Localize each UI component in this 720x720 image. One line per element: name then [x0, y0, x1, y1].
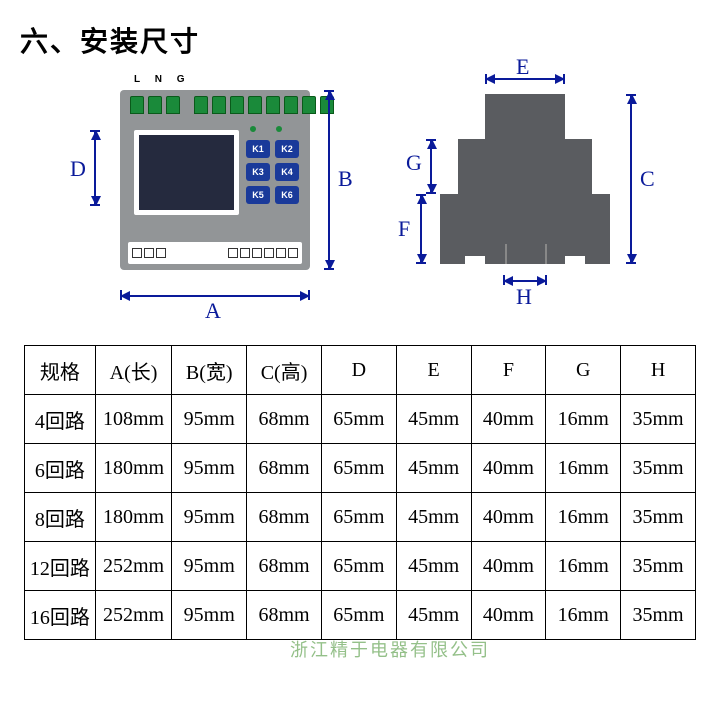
table-cell: 45mm: [396, 591, 471, 640]
table-cell: 68mm: [247, 395, 322, 444]
table-cell: 108mm: [95, 395, 172, 444]
table-cell: 45mm: [396, 444, 471, 493]
terminal-row: [130, 96, 334, 114]
table-cell: 68mm: [247, 444, 322, 493]
dim-h-label: H: [516, 284, 532, 310]
table-header: 规格: [25, 346, 96, 395]
table-cell: 65mm: [321, 542, 396, 591]
dim-a-label: A: [205, 298, 221, 324]
table-header: C(高): [247, 346, 322, 395]
table-cell: 180mm: [95, 493, 172, 542]
key-k4: K4: [275, 163, 299, 181]
table-cell: 35mm: [621, 493, 696, 542]
table-cell: 35mm: [621, 591, 696, 640]
table-cell: 8回路: [25, 493, 96, 542]
table-cell: 45mm: [396, 395, 471, 444]
key-k5: K5: [246, 186, 270, 204]
table-cell: 40mm: [471, 591, 546, 640]
table-cell: 40mm: [471, 542, 546, 591]
table-row: 16回路252mm95mm68mm65mm45mm40mm16mm35mm: [25, 591, 696, 640]
table-cell: 95mm: [172, 591, 247, 640]
key-k2: K2: [275, 140, 299, 158]
table-cell: 68mm: [247, 542, 322, 591]
table-cell: 65mm: [321, 395, 396, 444]
table-cell: 45mm: [396, 493, 471, 542]
table-row: 12回路252mm95mm68mm65mm45mm40mm16mm35mm: [25, 542, 696, 591]
bottom-terminal-strip: [128, 242, 302, 264]
table-header: G: [546, 346, 621, 395]
table-row: 4回路108mm95mm68mm65mm45mm40mm16mm35mm: [25, 395, 696, 444]
table-cell: 180mm: [95, 444, 172, 493]
table-cell: 95mm: [172, 493, 247, 542]
dim-g-label: G: [406, 150, 422, 176]
table-cell: 35mm: [621, 542, 696, 591]
table-cell: 252mm: [95, 591, 172, 640]
dim-f-line: [420, 194, 422, 264]
table-cell: 95mm: [172, 444, 247, 493]
table-cell: 35mm: [621, 444, 696, 493]
key-k6: K6: [275, 186, 299, 204]
dim-c-label: C: [640, 166, 655, 192]
dim-h-line: [503, 280, 547, 282]
keypad: K1 K2 K3 K4 K5 K6: [246, 140, 299, 204]
table-header: D: [321, 346, 396, 395]
table-cell: 45mm: [396, 542, 471, 591]
key-k3: K3: [246, 163, 270, 181]
table-cell: 65mm: [321, 493, 396, 542]
dim-a-line: [120, 295, 310, 297]
table-cell: 6回路: [25, 444, 96, 493]
dim-d-label: D: [70, 156, 86, 182]
table-cell: 65mm: [321, 591, 396, 640]
table-header: E: [396, 346, 471, 395]
led-icon: [250, 126, 256, 132]
table-cell: 16mm: [546, 395, 621, 444]
dim-c-line: [630, 94, 632, 264]
side-body: [440, 94, 610, 264]
table-header: A(长): [95, 346, 172, 395]
table-cell: 16mm: [546, 444, 621, 493]
dim-b-line: [328, 90, 330, 270]
dim-b-label: B: [338, 166, 353, 192]
dim-g-line: [430, 139, 432, 194]
table-cell: 16mm: [546, 542, 621, 591]
table-cell: 95mm: [172, 542, 247, 591]
section-title: 六、安装尺寸: [20, 20, 700, 60]
table-row: 8回路180mm95mm68mm65mm45mm40mm16mm35mm: [25, 493, 696, 542]
watermark: 浙江精于电器有限公司: [290, 636, 490, 662]
table-cell: 68mm: [247, 591, 322, 640]
lng-label: L N G: [134, 74, 190, 85]
table-cell: 16mm: [546, 591, 621, 640]
side-view: E C G F H: [390, 70, 670, 320]
lcd-screen: [134, 130, 239, 215]
table-cell: 16回路: [25, 591, 96, 640]
table-cell: 35mm: [621, 395, 696, 444]
table-cell: 12回路: [25, 542, 96, 591]
table-cell: 40mm: [471, 493, 546, 542]
table-header: F: [471, 346, 546, 395]
led-icon: [276, 126, 282, 132]
led-row: [250, 126, 282, 132]
table-cell: 16mm: [546, 493, 621, 542]
table-cell: 65mm: [321, 444, 396, 493]
front-view: L N G K1 K2 K3 K4 K5 K6: [70, 70, 360, 320]
dim-e-label: E: [516, 54, 529, 80]
table-cell: 252mm: [95, 542, 172, 591]
dimensions-table: 规格A(长)B(宽)C(高)DEFGH 4回路108mm95mm68mm65mm…: [24, 345, 696, 640]
table-row: 6回路180mm95mm68mm65mm45mm40mm16mm35mm: [25, 444, 696, 493]
table-cell: 95mm: [172, 395, 247, 444]
dim-d-line: [94, 130, 96, 206]
dim-f-label: F: [398, 216, 410, 242]
key-k1: K1: [246, 140, 270, 158]
table-header: H: [621, 346, 696, 395]
device-body: L N G K1 K2 K3 K4 K5 K6: [120, 90, 310, 270]
table-cell: 40mm: [471, 395, 546, 444]
table-cell: 40mm: [471, 444, 546, 493]
table-cell: 4回路: [25, 395, 96, 444]
table-header: B(宽): [172, 346, 247, 395]
diagrams-row: L N G K1 K2 K3 K4 K5 K6: [70, 70, 700, 320]
table-cell: 68mm: [247, 493, 322, 542]
